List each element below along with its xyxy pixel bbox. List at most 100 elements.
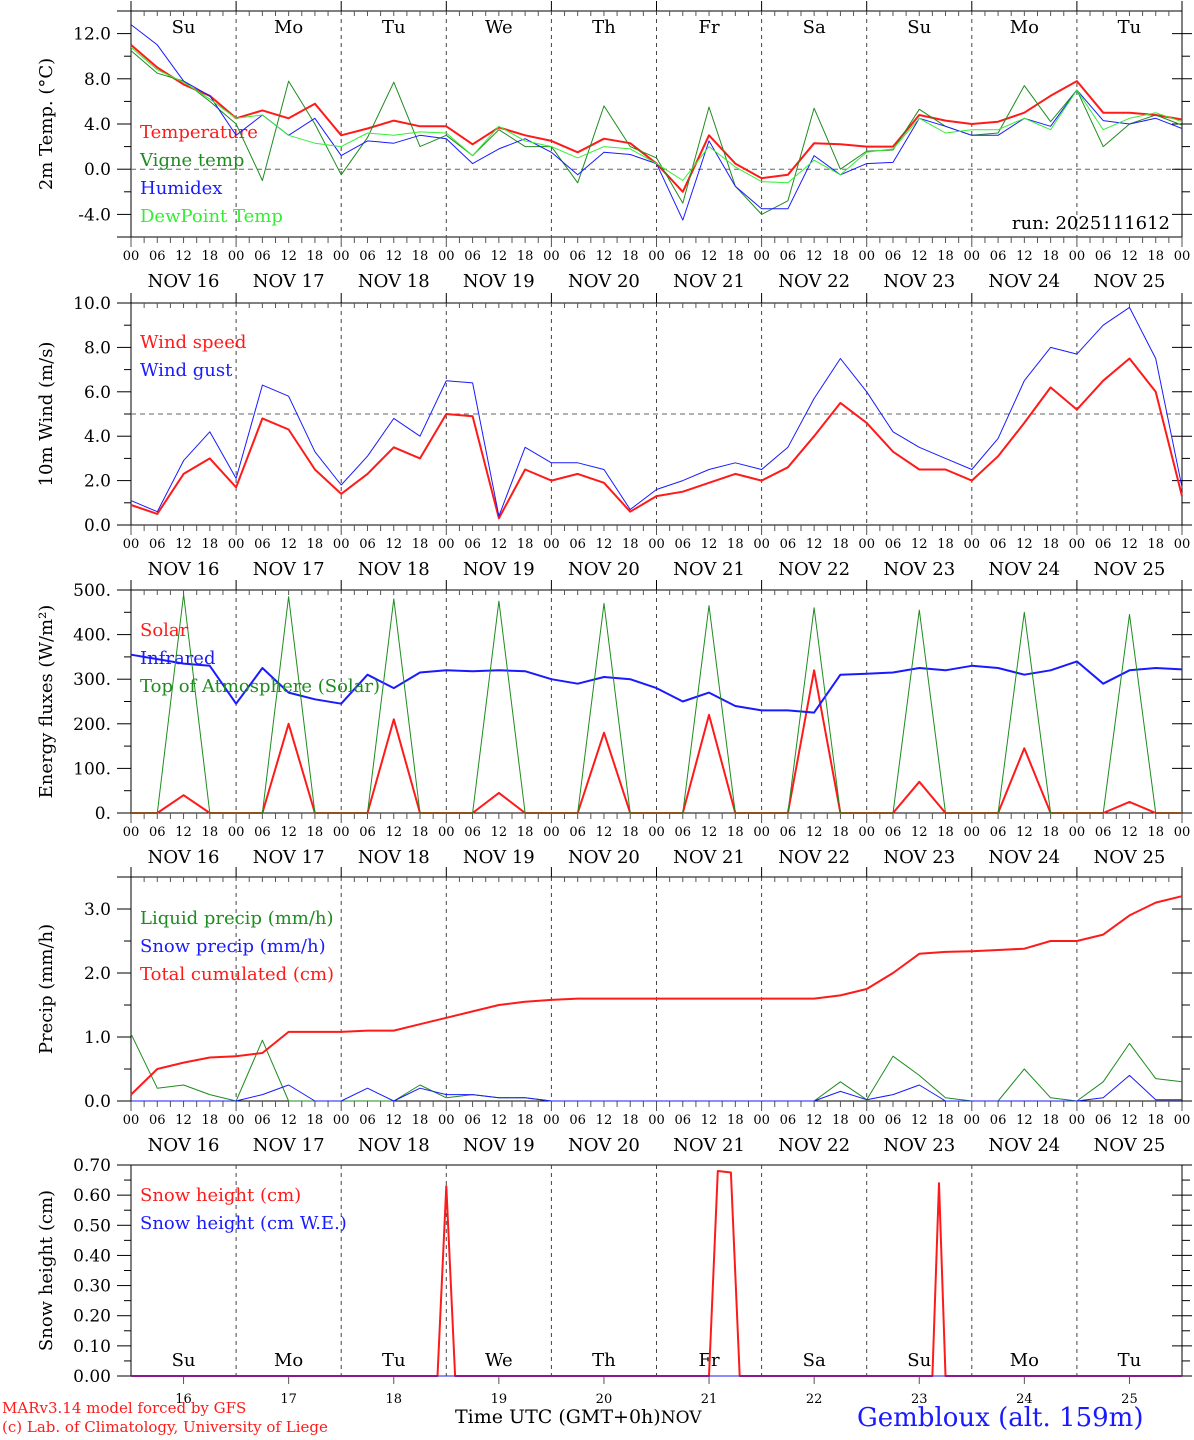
x-hour-label: 12 bbox=[1121, 825, 1138, 840]
y-tick-label: 0.40 bbox=[73, 1246, 111, 1266]
x-hour-label: 18 bbox=[202, 249, 219, 264]
day-of-week-label: Su bbox=[907, 1350, 931, 1371]
x-date-label: NOV 16 bbox=[148, 559, 220, 580]
y-tick-label: 1.0 bbox=[84, 1028, 111, 1048]
y-tick-label: 400. bbox=[73, 626, 111, 646]
y-tick-label: 4.0 bbox=[84, 115, 111, 135]
x-hour-label: 18 bbox=[1147, 537, 1164, 552]
x-hour-label: 12 bbox=[806, 1113, 823, 1128]
y-tick-label: 0.00 bbox=[73, 1367, 111, 1387]
x-hour-label: 06 bbox=[780, 537, 797, 552]
x-hour-label: 12 bbox=[280, 249, 297, 264]
x-date-label: NOV 18 bbox=[358, 847, 430, 868]
x-hour-label: 12 bbox=[175, 825, 192, 840]
x-hour-label: 00 bbox=[123, 537, 140, 552]
x-hour-label: 18 bbox=[832, 825, 849, 840]
x-hour-label: 18 bbox=[622, 537, 639, 552]
x-hour-label: 06 bbox=[464, 1113, 481, 1128]
series-line-dewpoint-temp bbox=[130, 46, 1183, 184]
x-hour-label: 18 bbox=[202, 537, 219, 552]
series-line-wind-gust bbox=[130, 306, 1183, 517]
day-of-week-label: Tu bbox=[1118, 1350, 1142, 1371]
x-hour-label: 12 bbox=[385, 1113, 402, 1128]
x-hour-label: 12 bbox=[701, 825, 718, 840]
day-of-week-label: Tu bbox=[1118, 17, 1142, 38]
x-date-label: NOV 20 bbox=[568, 271, 640, 292]
y-tick-label: 6.0 bbox=[84, 383, 111, 403]
x-hour-label: 12 bbox=[491, 1113, 508, 1128]
y-tick-label: 0.30 bbox=[73, 1277, 111, 1297]
x-hour-label: 18 bbox=[622, 249, 639, 264]
x-hour-label: 18 bbox=[832, 1113, 849, 1128]
x-hour-label: 00 bbox=[333, 537, 350, 552]
x-hour-label: 00 bbox=[964, 1113, 981, 1128]
day-of-week-label: Sa bbox=[803, 17, 826, 38]
x-day-number: 17 bbox=[280, 1392, 297, 1407]
precip-panel: 0.0 1.0 2.0 3.0 Precip (mm/h) 00 06 12 18 00 06 12 1… bbox=[36, 867, 1192, 1156]
x-hour-label: 12 bbox=[280, 825, 297, 840]
x-hour-label: 00 bbox=[858, 537, 875, 552]
x-hour-label: 18 bbox=[412, 825, 429, 840]
x-hour-label: 12 bbox=[911, 825, 928, 840]
x-hour-label: 18 bbox=[1042, 825, 1059, 840]
x-hour-label: 06 bbox=[254, 249, 271, 264]
x-hour-label: 06 bbox=[569, 249, 586, 264]
x-hour-label: 06 bbox=[990, 1113, 1007, 1128]
legend-entry: Snow height (cm) bbox=[140, 1185, 301, 1206]
y-tick-label: 2.0 bbox=[84, 472, 111, 492]
x-hour-label: 12 bbox=[175, 249, 192, 264]
x-date-label: NOV 17 bbox=[253, 271, 325, 292]
x-day-number: 21 bbox=[701, 1392, 718, 1407]
x-hour-label: 18 bbox=[517, 249, 534, 264]
station-name: Gembloux (alt. 159m) bbox=[857, 1403, 1144, 1433]
x-hour-label: 06 bbox=[675, 1113, 692, 1128]
x-hour-label: 00 bbox=[1069, 249, 1086, 264]
x-hour-label: 00 bbox=[228, 249, 245, 264]
x-date-label: NOV 17 bbox=[253, 1135, 325, 1156]
x-date-label: NOV 23 bbox=[883, 559, 955, 580]
x-hour-label: 12 bbox=[911, 537, 928, 552]
x-hour-label: 06 bbox=[464, 537, 481, 552]
x-hour-label: 18 bbox=[1147, 1113, 1164, 1128]
y-tick-label: 200. bbox=[73, 715, 111, 735]
x-hour-label: 00 bbox=[1174, 249, 1191, 264]
wind-panel: 0.0 2.0 4.0 6.0 8.0 10.0 10m Wind (m/s) 00 06 12 1… bbox=[36, 293, 1192, 580]
day-of-week-label: We bbox=[485, 17, 513, 38]
x-hour-label: 06 bbox=[1095, 537, 1112, 552]
legend-entry: Infrared bbox=[140, 648, 215, 669]
x-hour-label: 00 bbox=[648, 537, 665, 552]
x-date-label: NOV 16 bbox=[148, 1135, 220, 1156]
x-hour-label: 06 bbox=[254, 1113, 271, 1128]
x-hour-label: 00 bbox=[964, 249, 981, 264]
x-hour-label: 06 bbox=[149, 537, 166, 552]
x-hour-label: 12 bbox=[1121, 249, 1138, 264]
x-hour-label: 12 bbox=[385, 249, 402, 264]
series-line-liquid-precip-mm-h bbox=[130, 1033, 1183, 1102]
day-of-week-label: Tu bbox=[382, 1350, 406, 1371]
x-date-label: NOV 16 bbox=[148, 271, 220, 292]
x-date-label: NOV 24 bbox=[988, 271, 1060, 292]
x-hour-label: 12 bbox=[596, 825, 613, 840]
legend-entry: Wind speed bbox=[140, 332, 246, 353]
x-hour-label: 00 bbox=[123, 1113, 140, 1128]
x-hour-label: 00 bbox=[438, 537, 455, 552]
x-hour-label: 12 bbox=[1121, 537, 1138, 552]
x-hour-label: 00 bbox=[123, 249, 140, 264]
x-hour-label: 12 bbox=[491, 249, 508, 264]
x-hour-label: 06 bbox=[675, 537, 692, 552]
temp-panel: -4.0 0.0 4.0 8.0 12.0 2m Temp. (°C) 00 06 12 18 00… bbox=[36, 1, 1192, 292]
x-hour-label: 18 bbox=[622, 825, 639, 840]
x-hour-label: 06 bbox=[675, 249, 692, 264]
day-of-week-label: Su bbox=[172, 17, 196, 38]
snow-panel: 0.00 0.10 0.20 0.30 0.40 0.50 0.60 0.70 Snow hei… bbox=[36, 1156, 1192, 1407]
y-tick-label: 100. bbox=[73, 759, 111, 779]
x-day-number: 25 bbox=[1121, 1392, 1138, 1407]
x-date-label: NOV 25 bbox=[1094, 1135, 1166, 1156]
x-date-label: NOV 22 bbox=[778, 1135, 850, 1156]
x-date-label: NOV 23 bbox=[883, 1135, 955, 1156]
series-line-total-cumulated-cm bbox=[130, 895, 1183, 1096]
x-date-label: NOV 16 bbox=[148, 847, 220, 868]
x-hour-label: 00 bbox=[1069, 537, 1086, 552]
x-hour-label: 06 bbox=[464, 825, 481, 840]
